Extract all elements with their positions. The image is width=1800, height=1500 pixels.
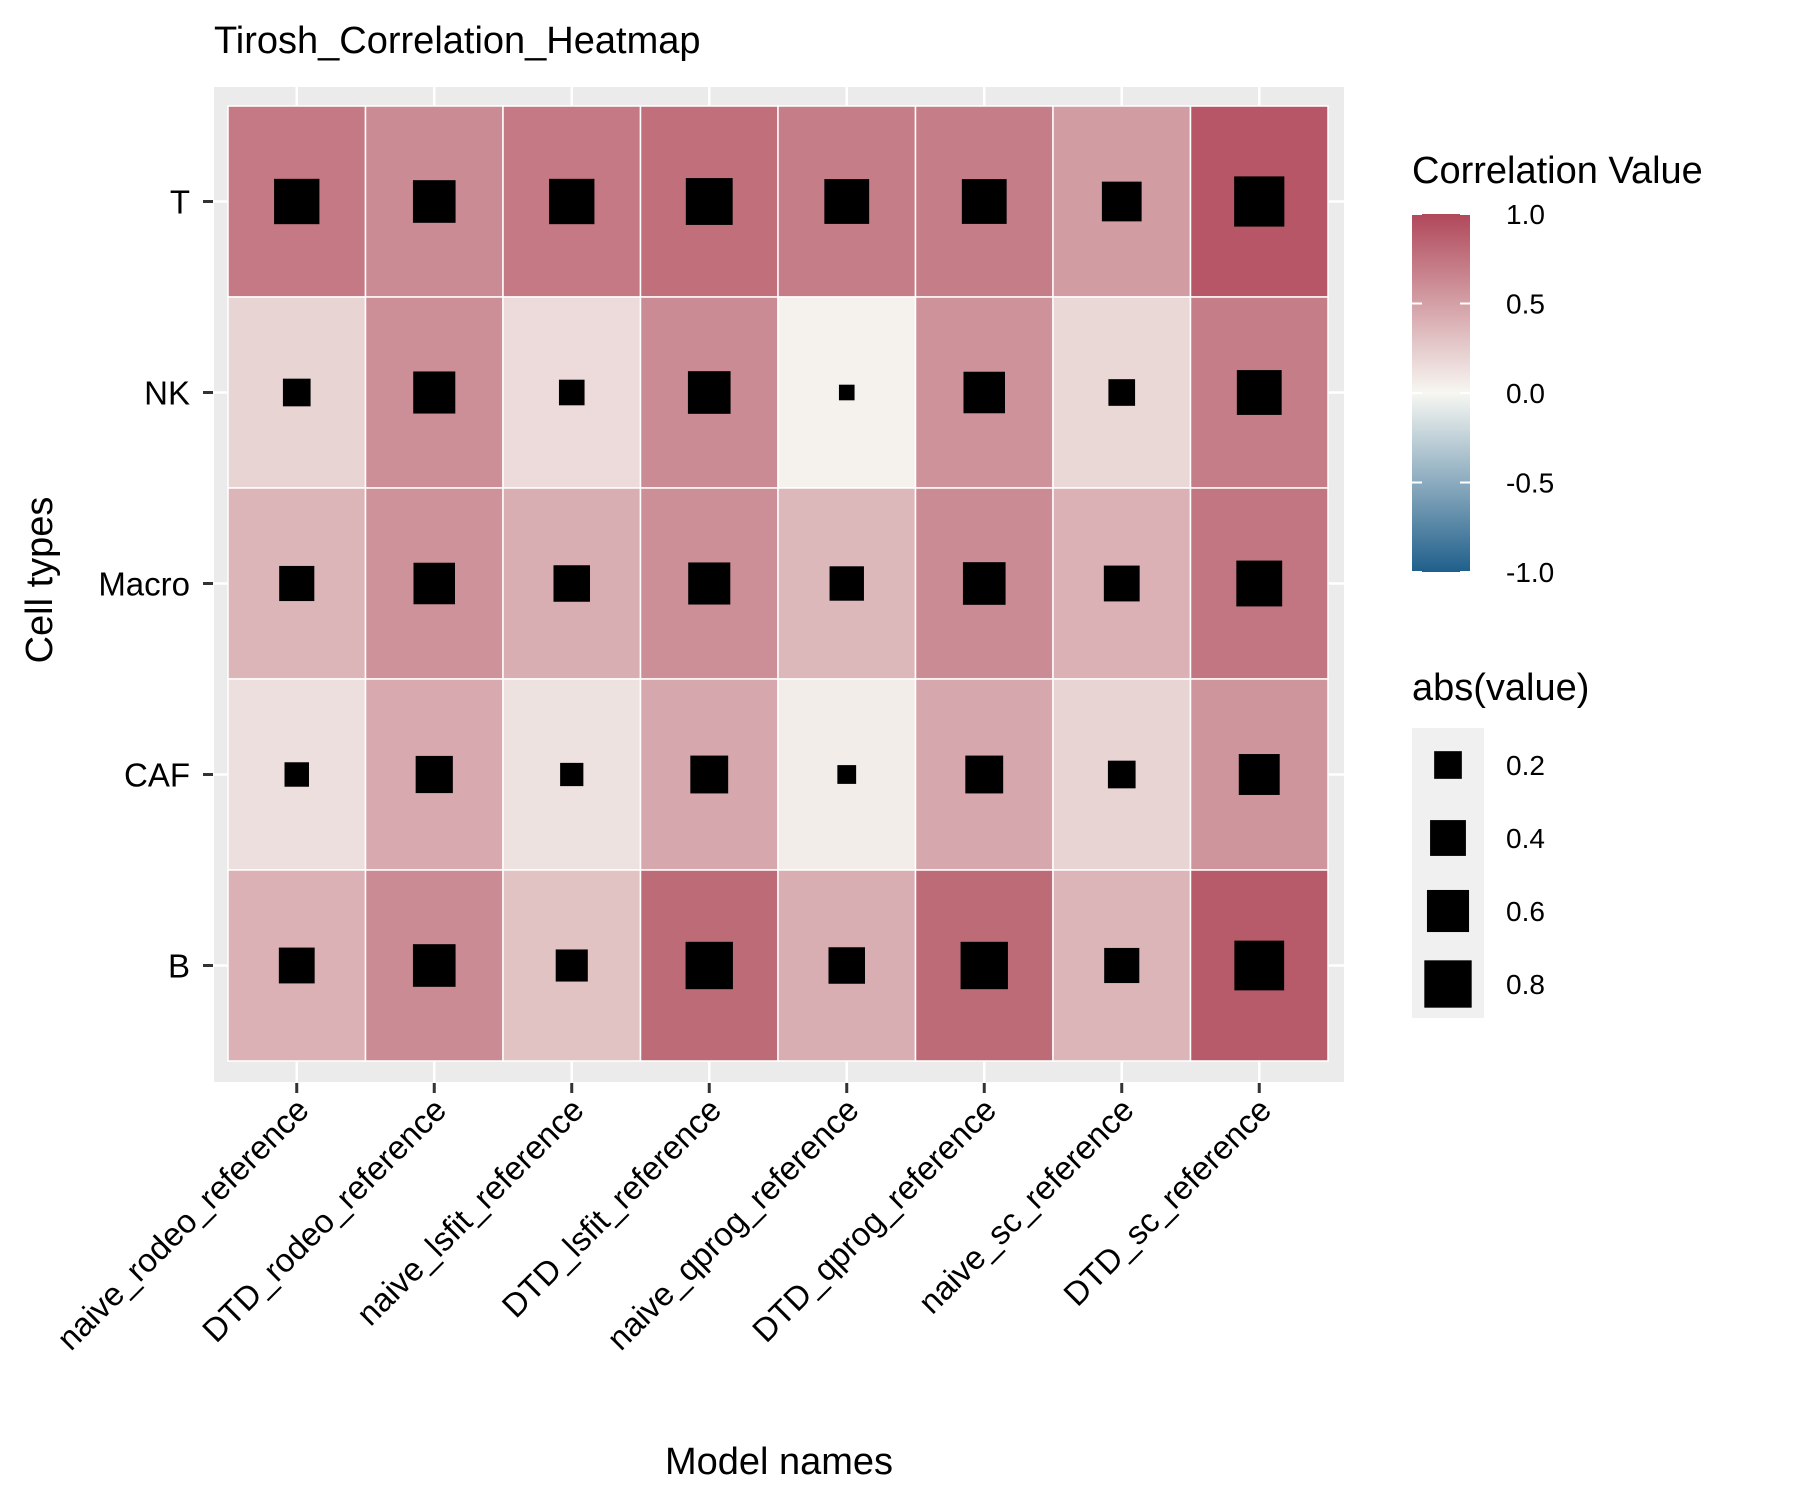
x-tick-label: DTD_rodeo_reference (195, 1091, 453, 1349)
color-tick-label: 1.0 (1506, 199, 1545, 230)
size-marker (549, 178, 595, 225)
size-marker (837, 765, 857, 784)
size-marker (1236, 560, 1283, 607)
size-key-label: 0.4 (1506, 823, 1545, 854)
size-marker (688, 562, 731, 605)
size-legend-keys: 0.2 0.4 0.6 0.8 (1424, 750, 1545, 1008)
size-marker (284, 762, 309, 787)
y-axis-title: Cell types (19, 497, 61, 664)
y-axis: T NK Macro CAF B (98, 184, 213, 985)
size-marker (838, 384, 855, 401)
size-legend: abs(value) 0.2 0.4 0.6 0.8 (1412, 667, 1589, 1018)
size-marker (274, 178, 320, 225)
size-key-marker (1426, 889, 1470, 933)
size-marker (413, 562, 456, 605)
heatmap-tiles (227, 105, 1329, 1062)
size-marker (828, 947, 866, 984)
size-marker (1104, 947, 1140, 984)
size-marker (282, 378, 311, 407)
size-marker (555, 949, 588, 982)
color-tick-label: -1.0 (1506, 557, 1554, 588)
size-marker (279, 565, 315, 602)
size-marker (685, 941, 733, 990)
size-marker (278, 947, 315, 984)
size-marker (1238, 754, 1280, 795)
size-marker (1101, 181, 1142, 222)
size-marker (1108, 379, 1136, 406)
color-legend: Correlation Value 1.0 0.5 0.0 -0.5 -1.0 (1412, 150, 1703, 588)
y-tick-label: CAF (124, 757, 190, 794)
size-marker (829, 566, 864, 601)
size-marker (1107, 760, 1136, 789)
size-marker (558, 379, 585, 406)
size-marker (415, 755, 453, 794)
size-marker (560, 762, 584, 787)
size-marker (824, 179, 870, 224)
color-legend-ticks: 1.0 0.5 0.0 -0.5 -1.0 (1412, 199, 1554, 588)
size-marker (960, 941, 1008, 990)
y-tick-label: B (168, 948, 190, 985)
size-key-marker (1430, 820, 1466, 856)
color-tick-label: 0.5 (1506, 289, 1545, 320)
size-markers (274, 176, 1285, 991)
size-marker (413, 371, 456, 414)
x-tick-label: naive_lsfit_reference (349, 1091, 590, 1332)
size-marker (412, 944, 456, 987)
y-tick-label: T (170, 184, 190, 221)
color-tick-label: -0.5 (1506, 468, 1554, 499)
size-key-marker (1434, 751, 1462, 779)
size-marker (961, 179, 1007, 224)
color-tick-label: 0.0 (1506, 378, 1545, 409)
size-marker (1234, 176, 1285, 227)
size-marker (1103, 565, 1140, 602)
size-marker (553, 565, 591, 602)
size-marker (1234, 940, 1285, 991)
size-marker (1236, 370, 1282, 415)
size-marker (412, 180, 456, 223)
x-axis-title: Model names (665, 1441, 893, 1483)
y-tick-label: Macro (98, 566, 190, 603)
size-marker (963, 371, 1006, 414)
color-legend-title: Correlation Value (1412, 150, 1703, 192)
x-axis: naive_rodeo_referenceDTD_rodeo_reference… (50, 1083, 1278, 1357)
x-tick-label: naive_rodeo_reference (50, 1091, 316, 1357)
size-key-label: 0.6 (1506, 896, 1545, 927)
size-marker (685, 178, 733, 225)
size-marker (962, 562, 1006, 605)
x-tick-label: DTD_qprog_reference (745, 1091, 1003, 1349)
y-tick-label: NK (144, 375, 190, 412)
size-key-label: 0.2 (1506, 750, 1545, 781)
size-marker (690, 755, 729, 794)
size-key-marker (1424, 960, 1472, 1008)
chart-title: Tirosh_Correlation_Heatmap (214, 20, 701, 62)
size-key-label: 0.8 (1506, 969, 1545, 1000)
size-legend-title: abs(value) (1412, 667, 1589, 709)
size-marker (965, 755, 1004, 794)
size-marker (687, 371, 731, 414)
x-tick-label: naive_qprog_reference (600, 1091, 866, 1357)
